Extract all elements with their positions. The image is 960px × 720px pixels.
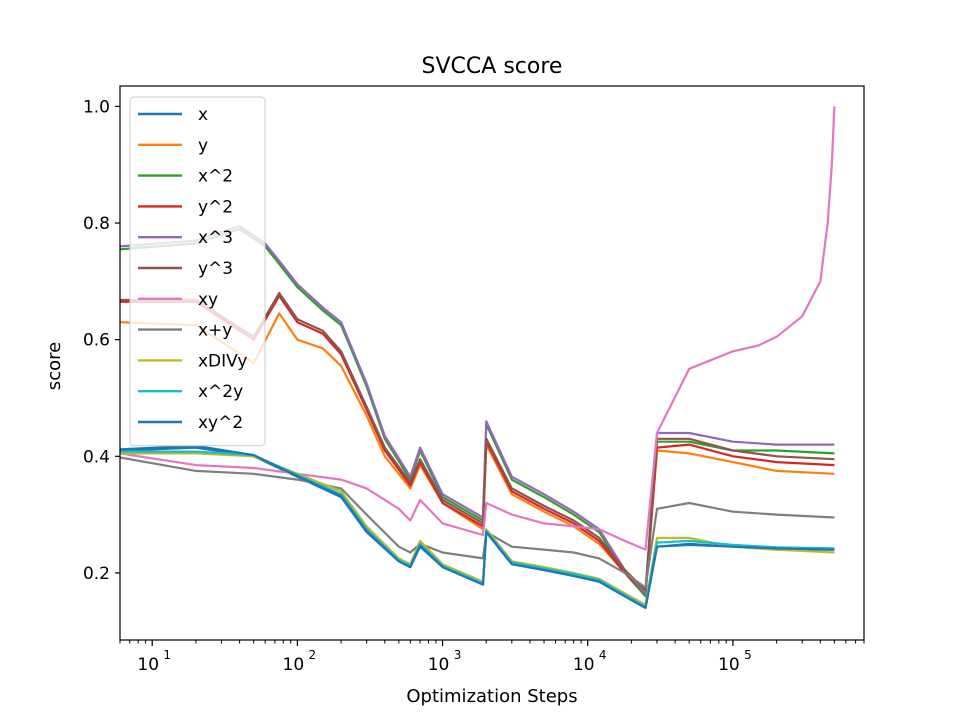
x-tick-label: 10 bbox=[428, 655, 450, 675]
legend-box bbox=[129, 96, 266, 447]
y-tick-label: 0.6 bbox=[83, 331, 110, 351]
legend-label-6: y^3 bbox=[198, 259, 233, 279]
x-tick-label: 10 bbox=[718, 655, 740, 675]
x-tick-label-exponent: 4 bbox=[599, 648, 607, 662]
x-tick-label-exponent: 2 bbox=[309, 648, 317, 662]
series-line-7 bbox=[120, 106, 836, 551]
series-line-10 bbox=[120, 450, 835, 608]
legend-label-10: x^2y bbox=[198, 382, 243, 402]
legend: xy x^2 y^2 x^3 y^3 xy x+y xDIVy x^2y xy^2 bbox=[129, 96, 266, 447]
x-tick-label-exponent: 1 bbox=[163, 648, 171, 662]
plot-frame bbox=[119, 85, 865, 641]
legend-label-8: x+y bbox=[198, 321, 232, 341]
legend-label-5: x^3 bbox=[198, 228, 233, 248]
chart-title: SVCCA score bbox=[422, 54, 563, 79]
x-axis-label: Optimization Steps bbox=[406, 686, 577, 707]
legend-label-11: xy^2 bbox=[198, 413, 243, 433]
legend-label-1: x bbox=[198, 105, 208, 125]
legend-label-9: xDIVy bbox=[198, 351, 247, 371]
y-tick-label: 0.2 bbox=[83, 564, 110, 584]
legend-label-4: y^2 bbox=[198, 197, 233, 217]
y-tick-label: 0.8 bbox=[83, 214, 110, 234]
x-tick-label: 10 bbox=[283, 655, 305, 675]
series-line-9 bbox=[120, 452, 835, 607]
x-tick-label: 10 bbox=[137, 655, 159, 675]
legend-label-2: y bbox=[198, 136, 208, 156]
x-tick-label-exponent: 3 bbox=[454, 648, 462, 662]
y-axis-label: score bbox=[44, 342, 65, 390]
series-line-11 bbox=[120, 444, 835, 609]
legend-label-3: x^2 bbox=[198, 167, 233, 187]
x-tick-label-exponent: 5 bbox=[744, 648, 752, 662]
x-tick-label: 10 bbox=[573, 655, 595, 675]
y-tick-label: 0.4 bbox=[83, 447, 110, 467]
y-tick-label: 1.0 bbox=[83, 97, 110, 117]
legend-label-7: xy bbox=[198, 290, 218, 310]
axes-layer: 0.2 0.4 0.6 0.8 1.0 10 1 10 2 10 3 10 4 10 5 bbox=[83, 85, 865, 675]
series-layer bbox=[120, 106, 836, 609]
